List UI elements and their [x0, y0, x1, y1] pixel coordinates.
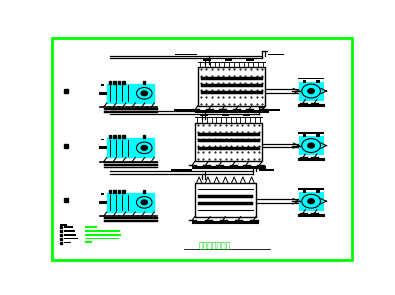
Bar [303, 134, 306, 137]
Bar [134, 138, 154, 158]
Bar [107, 193, 133, 212]
Bar [203, 59, 211, 61]
Bar [225, 59, 232, 61]
Bar [64, 226, 73, 228]
Circle shape [141, 200, 147, 205]
Bar [300, 193, 323, 210]
Bar [298, 132, 324, 134]
Bar [195, 183, 256, 217]
Bar [64, 234, 76, 235]
Bar [303, 190, 306, 193]
Bar [200, 115, 208, 117]
Bar [134, 193, 154, 212]
Circle shape [308, 199, 314, 204]
Bar [101, 84, 104, 86]
Bar [298, 78, 324, 79]
Bar [101, 139, 104, 140]
Bar [143, 81, 145, 84]
Bar [300, 83, 323, 100]
Bar [143, 135, 145, 138]
Bar [64, 230, 75, 232]
Bar [99, 201, 107, 204]
Bar [109, 81, 111, 84]
Bar [107, 84, 133, 103]
Circle shape [141, 91, 147, 96]
Circle shape [141, 145, 147, 150]
Bar [85, 226, 98, 228]
Bar [113, 81, 116, 84]
Bar [85, 241, 92, 243]
Bar [316, 80, 320, 83]
Bar [85, 234, 121, 235]
Bar [134, 84, 154, 103]
Bar [113, 190, 116, 193]
Bar [64, 242, 71, 243]
Bar [175, 54, 197, 55]
Bar [143, 190, 145, 193]
Bar [122, 190, 125, 193]
Bar [243, 115, 250, 117]
Circle shape [308, 88, 314, 94]
Bar [109, 190, 111, 193]
Bar [268, 54, 284, 55]
Bar [113, 135, 116, 138]
Bar [101, 193, 104, 195]
Bar [118, 190, 120, 193]
Bar [85, 230, 120, 232]
Text: 空调净化系统图: 空调净化系统图 [199, 242, 231, 251]
Bar [265, 109, 280, 111]
Circle shape [308, 143, 314, 148]
Bar [246, 59, 254, 61]
Bar [222, 115, 229, 117]
Bar [122, 81, 125, 84]
Bar [316, 134, 320, 137]
Bar [303, 80, 306, 83]
Bar [316, 190, 320, 193]
Bar [174, 109, 195, 111]
Bar [122, 135, 125, 138]
Bar [64, 238, 77, 239]
Bar [198, 67, 265, 106]
Bar [259, 169, 275, 171]
Bar [85, 237, 119, 239]
Bar [118, 135, 120, 138]
Bar [300, 137, 323, 154]
Bar [99, 92, 107, 95]
Bar [298, 188, 324, 189]
Bar [99, 146, 107, 150]
Bar [109, 135, 111, 138]
Bar [171, 169, 192, 171]
Bar [195, 123, 262, 161]
Bar [107, 138, 133, 158]
Bar [60, 224, 67, 226]
Bar [118, 81, 120, 84]
